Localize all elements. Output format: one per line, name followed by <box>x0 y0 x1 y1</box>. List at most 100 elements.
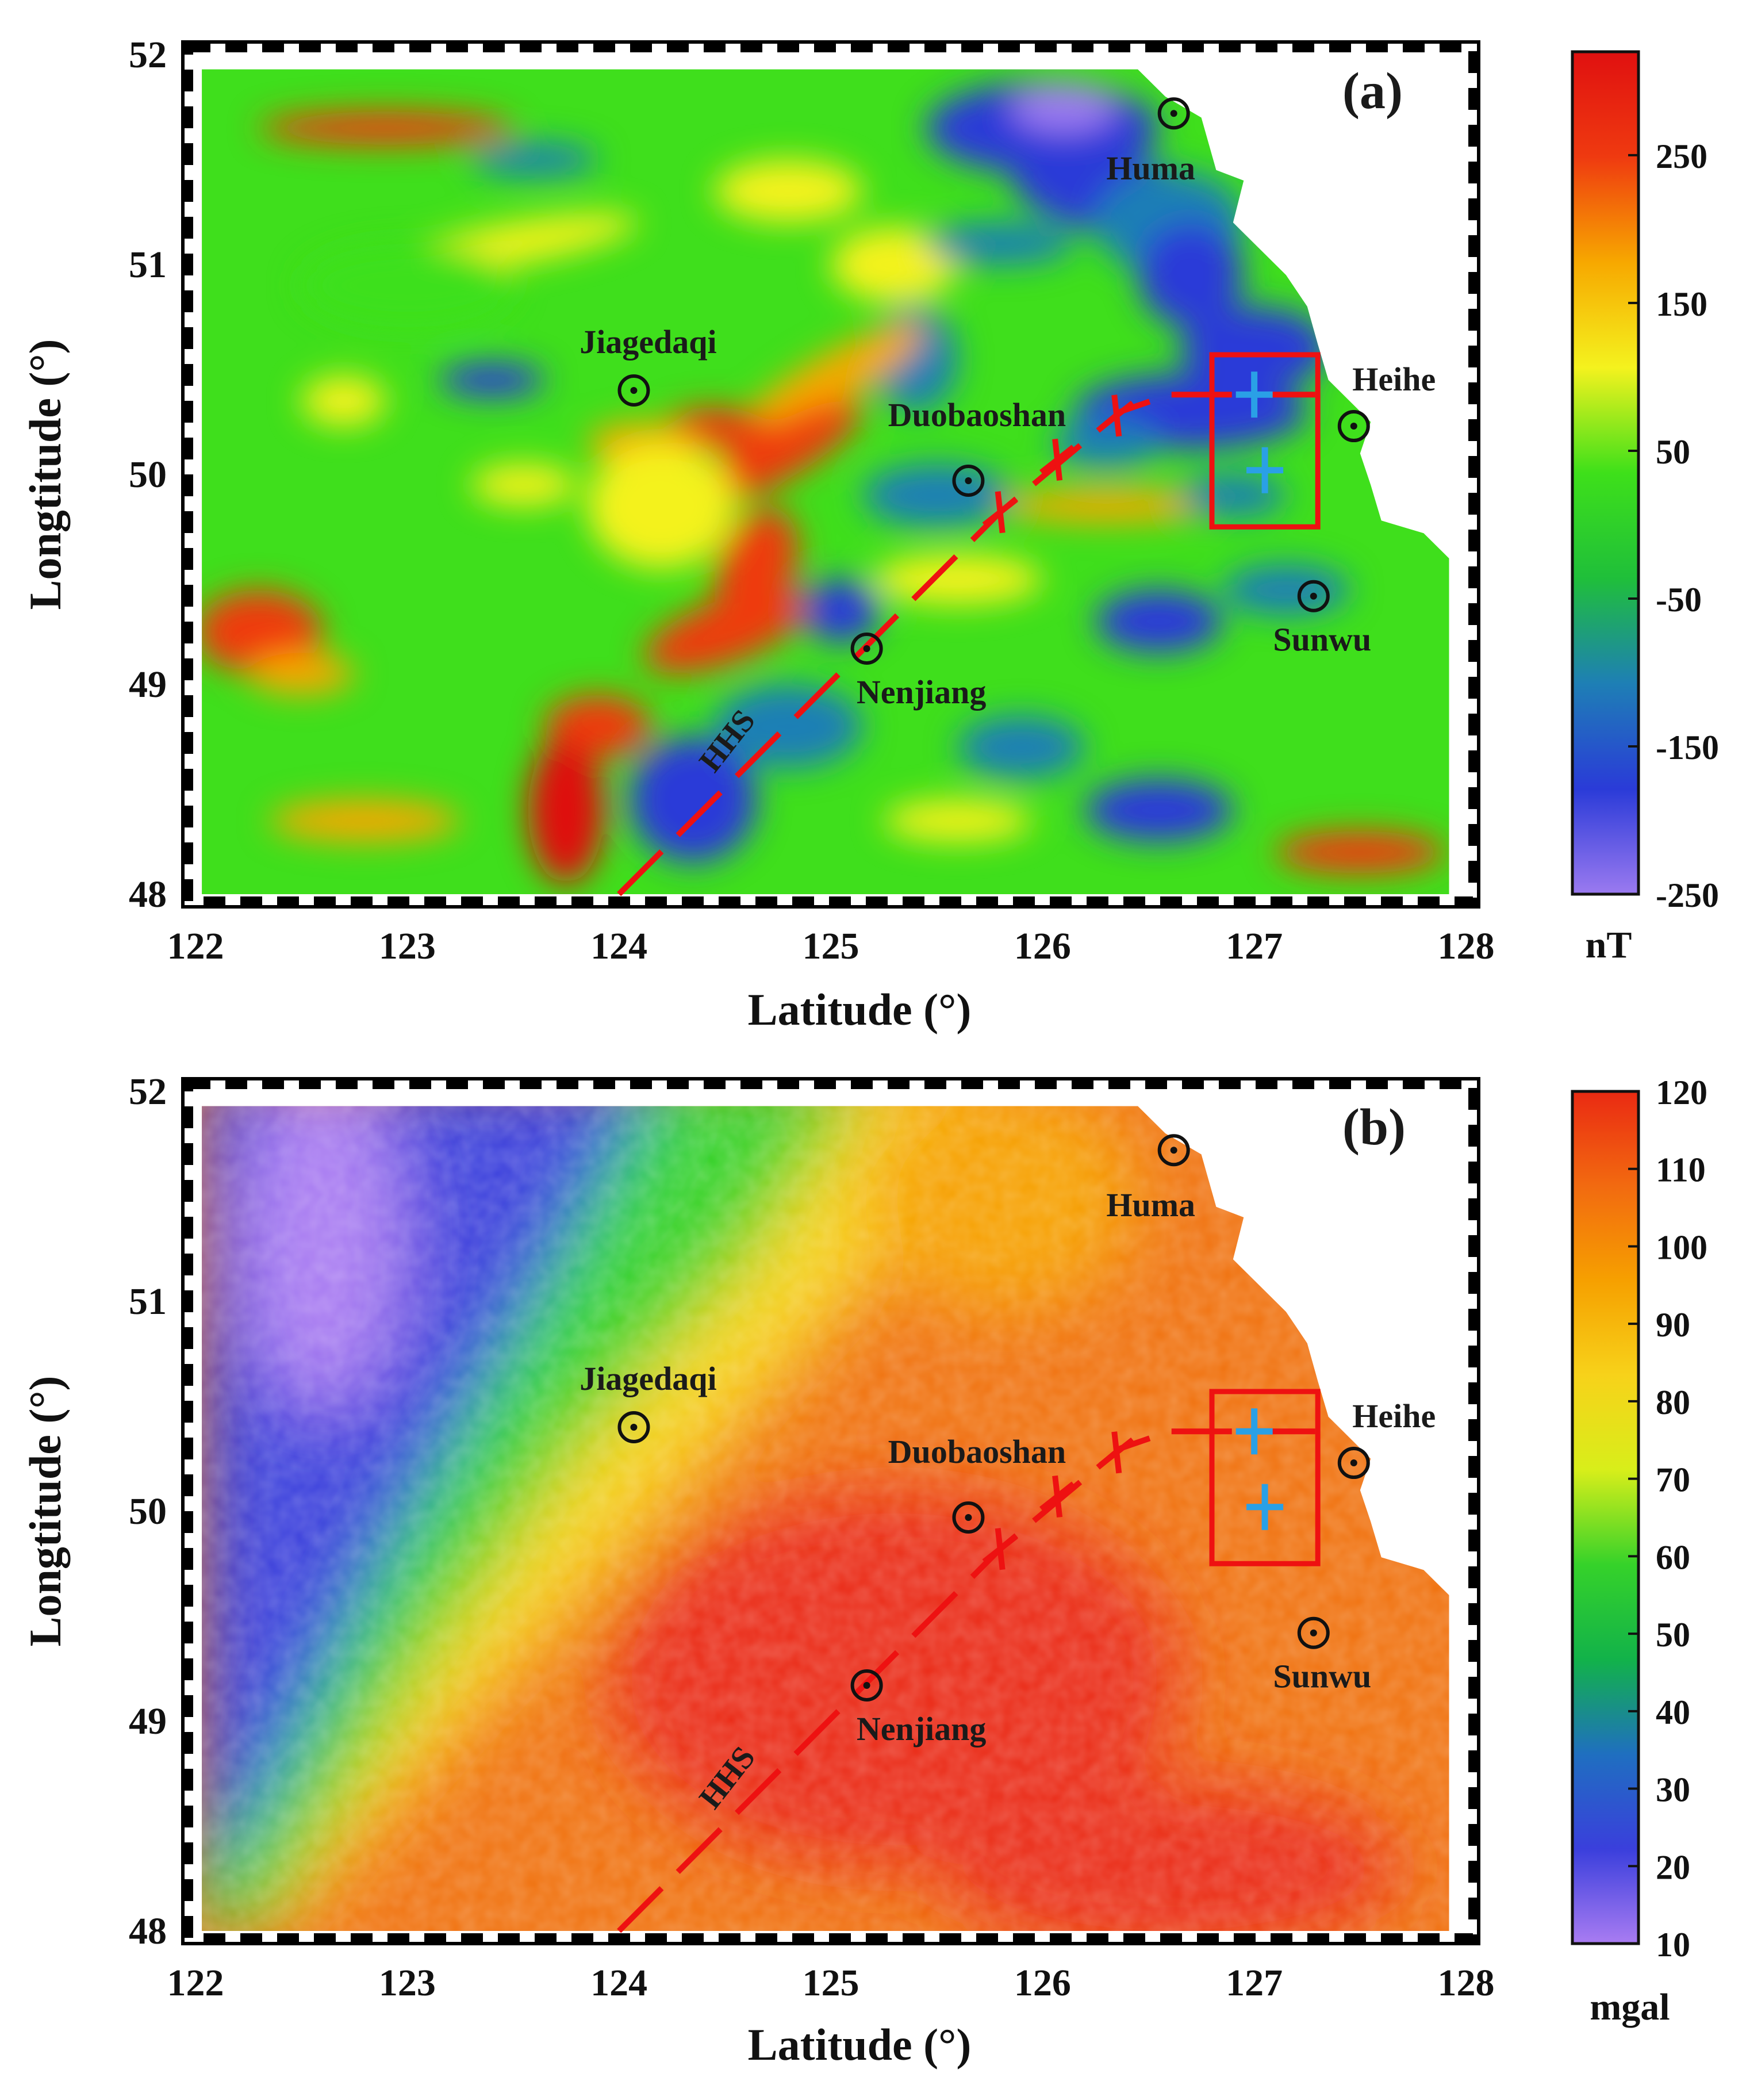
fault-tick <box>982 491 1018 534</box>
y-tick-label: 51 <box>129 244 167 286</box>
colorbar-b: 120 110 100 90 80 70 60 50 40 30 20 10 <box>1571 1074 1707 1964</box>
anomaly-blob <box>884 799 1032 842</box>
axis-ticks-b: 122 123 124 125 126 127 128 52 51 50 49 48 <box>129 1071 1495 2004</box>
city-dot <box>863 645 870 652</box>
city-label: Nenjiang <box>857 673 987 711</box>
anomaly-blob <box>1222 564 1350 615</box>
y-tick-label: 52 <box>129 1071 167 1113</box>
y-tick-label: 49 <box>129 1700 167 1742</box>
colorbar-tick-label: 50 <box>1656 1616 1690 1654</box>
colorbar-a: 250 150 50 -50 -150 -250 <box>1571 50 1719 914</box>
y-tick-label: 50 <box>129 1490 167 1532</box>
colorbar-tick-label: 20 <box>1656 1848 1690 1886</box>
x-tick-label: 128 <box>1438 1962 1495 2004</box>
y-tick-label: 49 <box>129 664 167 706</box>
anomaly-blob <box>301 243 513 328</box>
fault-tick <box>1039 438 1076 481</box>
anomaly-blob <box>831 227 958 302</box>
city-dot <box>863 1681 870 1689</box>
city-marker-sunwu: Sunwu <box>1273 580 1371 658</box>
anomaly-blob <box>202 589 323 674</box>
anomaly-blob <box>587 443 736 569</box>
city-dot <box>1170 110 1177 117</box>
city-marker-duobaoshan: Duobaoshan <box>888 1433 1066 1534</box>
y-tick-label: 52 <box>129 34 167 76</box>
city-marker-duobaoshan: Duobaoshan <box>888 396 1066 497</box>
axis-ticks-a: 122 123 124 125 126 127 128 52 51 50 49 48 <box>129 34 1495 967</box>
x-tick-label: 127 <box>1226 925 1283 967</box>
anomaly-blob <box>630 737 757 863</box>
x-tick-label: 128 <box>1438 925 1495 967</box>
colorbar-gradient <box>1571 1090 1640 1945</box>
city-dot <box>965 1513 972 1521</box>
x-axis-title-a: Latitude (°) <box>748 984 972 1034</box>
study-area-box <box>1209 1389 1321 1566</box>
city-ring <box>1157 97 1190 130</box>
x-tick-label: 124 <box>590 1962 647 2004</box>
colorbar-unit-a: nT <box>1586 924 1632 966</box>
city-label: Duobaoshan <box>888 396 1066 434</box>
anomaly-blob <box>862 463 1011 527</box>
anomaly-blob <box>714 684 863 768</box>
city-dot <box>1350 1459 1357 1467</box>
city-label: Sunwu <box>1273 621 1371 658</box>
y-axis-title-a: Longtitude (°) <box>20 339 70 610</box>
frame-checker <box>184 1080 1478 1942</box>
city-dot <box>630 1424 638 1431</box>
anomaly-blob <box>259 111 513 145</box>
colorbar-tick-label: 110 <box>1656 1151 1706 1189</box>
anomaly-blob <box>1053 417 1159 469</box>
anomaly-blob <box>1138 223 1244 328</box>
city-ring <box>1337 1447 1370 1480</box>
colorbar-unit-b: mgal <box>1590 1986 1670 2028</box>
city-label: Heihe <box>1352 361 1436 398</box>
y-tick-label: 51 <box>129 1281 167 1323</box>
anomaly-blob <box>1275 831 1445 873</box>
city-ring <box>850 632 883 665</box>
x-tick-label: 123 <box>379 925 436 967</box>
anomaly-blob <box>958 715 1085 779</box>
city-marker-heihe: Heihe <box>1337 361 1436 443</box>
x-tick-label: 125 <box>803 925 859 967</box>
x-tick-label: 124 <box>590 925 647 967</box>
city-dot <box>1170 1147 1177 1154</box>
anomaly-blob <box>1180 474 1286 516</box>
city-dot <box>1350 423 1357 430</box>
city-marker-sunwu: Sunwu <box>1273 1616 1371 1695</box>
map-overlay-a: HHSHumaJiagedaqiDuobaoshanHeiheNenjiangS… <box>580 97 1436 896</box>
colorbar-tick-label: 120 <box>1656 1074 1707 1112</box>
anomaly-blob <box>926 223 1075 265</box>
colorbar-tick-label: 50 <box>1656 433 1690 471</box>
colorbar-tick-label: 250 <box>1656 137 1707 175</box>
fault-tick <box>1099 1431 1135 1474</box>
anomaly-blob <box>528 737 604 884</box>
x-axis-title-b: Latitude (°) <box>748 2019 972 2070</box>
sample-site-cross <box>1246 447 1284 493</box>
anomaly-blob <box>470 143 598 177</box>
anomaly-blob <box>301 375 386 427</box>
anomaly-blob <box>714 159 863 223</box>
city-label: Sunwu <box>1273 1658 1371 1695</box>
city-ring <box>1297 580 1330 612</box>
colorbar-gradient <box>1571 50 1640 896</box>
x-tick-label: 126 <box>1014 925 1071 967</box>
colorbar-tick-label: 60 <box>1656 1538 1690 1576</box>
anomaly-blob <box>803 579 880 642</box>
colorbar-tick-label: 30 <box>1656 1771 1690 1809</box>
city-label: Duobaoshan <box>888 1433 1066 1470</box>
city-label: Heihe <box>1352 1397 1436 1435</box>
city-marker-nenjiang: Nenjiang <box>850 1669 987 1748</box>
x-tick-label: 125 <box>803 1962 859 2004</box>
x-tick-label: 126 <box>1014 1962 1071 2004</box>
fault-tick <box>1039 1475 1076 1518</box>
y-tick-label: 48 <box>129 1910 167 1952</box>
y-axis-title-b: Longtitude (°) <box>20 1375 70 1646</box>
frame-checker <box>184 43 1478 906</box>
city-marker-huma: Huma <box>1106 1134 1195 1224</box>
city-label: Jiagedaqi <box>580 323 717 361</box>
city-ring <box>850 1669 883 1702</box>
colorbar-tick-label: 10 <box>1656 1926 1690 1964</box>
city-label: Nenjiang <box>857 1710 987 1748</box>
